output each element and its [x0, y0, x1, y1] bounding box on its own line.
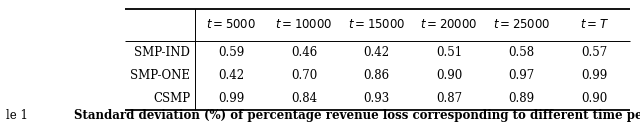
Text: 0.97: 0.97 — [508, 69, 535, 82]
Text: $t=20000$: $t=20000$ — [420, 18, 478, 31]
Text: 0.90: 0.90 — [581, 92, 607, 105]
Text: 0.86: 0.86 — [364, 69, 390, 82]
Text: Standard deviation (%) of percentage revenue loss corresponding to different tim: Standard deviation (%) of percentage rev… — [74, 109, 640, 122]
Text: 0.42: 0.42 — [218, 69, 244, 82]
Text: 0.59: 0.59 — [218, 46, 244, 59]
Text: 0.51: 0.51 — [436, 46, 462, 59]
Text: 0.99: 0.99 — [218, 92, 244, 105]
Text: $t=5000$: $t=5000$ — [207, 18, 257, 31]
Text: le 1: le 1 — [6, 109, 28, 122]
Text: SMP-ONE: SMP-ONE — [130, 69, 190, 82]
Text: 0.46: 0.46 — [291, 46, 317, 59]
Text: 0.93: 0.93 — [364, 92, 390, 105]
Text: 0.89: 0.89 — [509, 92, 534, 105]
Text: 0.57: 0.57 — [581, 46, 607, 59]
Text: 0.70: 0.70 — [291, 69, 317, 82]
Text: 0.99: 0.99 — [581, 69, 607, 82]
Text: 0.90: 0.90 — [436, 69, 462, 82]
Text: 0.87: 0.87 — [436, 92, 462, 105]
Text: $t=10000$: $t=10000$ — [275, 18, 333, 31]
Text: 0.58: 0.58 — [509, 46, 534, 59]
Text: 0.84: 0.84 — [291, 92, 317, 105]
Text: $t=T$: $t=T$ — [580, 18, 609, 31]
Text: $t=25000$: $t=25000$ — [493, 18, 550, 31]
Text: $t=15000$: $t=15000$ — [348, 18, 405, 31]
Text: 0.42: 0.42 — [364, 46, 390, 59]
Text: CSMP: CSMP — [153, 92, 190, 105]
Text: SMP-IND: SMP-IND — [134, 46, 190, 59]
